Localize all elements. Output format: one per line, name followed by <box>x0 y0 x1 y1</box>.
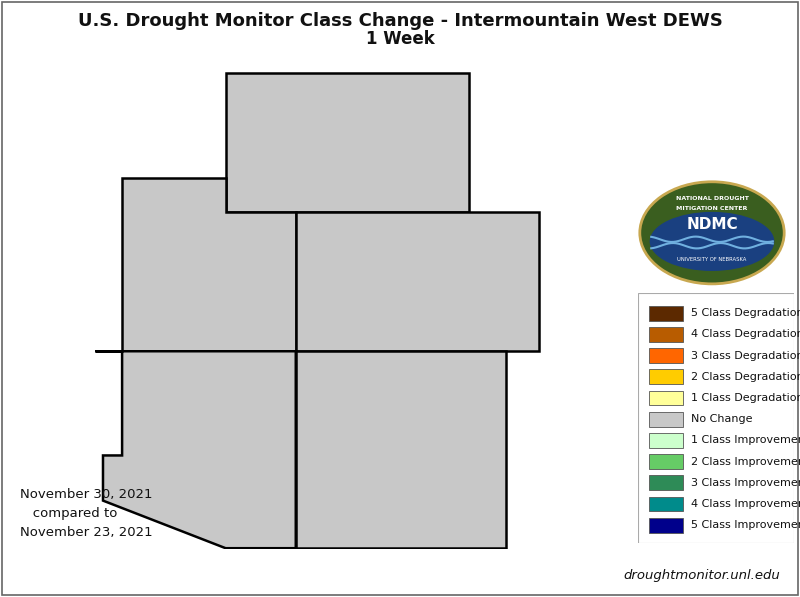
Bar <box>649 370 683 384</box>
Polygon shape <box>95 351 296 548</box>
Text: 1 Class Degradation: 1 Class Degradation <box>690 393 800 403</box>
Bar <box>649 518 683 533</box>
Text: NATIONAL DROUGHT: NATIONAL DROUGHT <box>675 196 749 201</box>
Text: 2 Class Improvement: 2 Class Improvement <box>690 457 800 466</box>
Bar <box>649 306 683 321</box>
Text: 4 Class Improvement: 4 Class Improvement <box>690 499 800 509</box>
Text: 4 Class Degradation: 4 Class Degradation <box>690 330 800 339</box>
Text: droughtmonitor.unl.edu: droughtmonitor.unl.edu <box>623 569 780 582</box>
Text: U.S. Drought Monitor Class Change - Intermountain West DEWS: U.S. Drought Monitor Class Change - Inte… <box>78 12 722 30</box>
Bar <box>649 433 683 448</box>
Text: 5 Class Improvement: 5 Class Improvement <box>690 520 800 530</box>
Polygon shape <box>296 213 539 351</box>
Text: 2 Class Degradation: 2 Class Degradation <box>690 372 800 381</box>
Text: 3 Class Degradation: 3 Class Degradation <box>690 350 800 361</box>
Bar <box>649 412 683 427</box>
Text: November 30, 2021
   compared to
November 23, 2021: November 30, 2021 compared to November 2… <box>20 488 153 539</box>
Ellipse shape <box>640 182 784 284</box>
Bar <box>649 390 683 405</box>
Bar <box>649 497 683 512</box>
Text: 5 Class Degradation: 5 Class Degradation <box>690 308 800 318</box>
Text: UNIVERSITY OF NEBRASKA: UNIVERSITY OF NEBRASKA <box>678 257 746 262</box>
Text: MITIGATION CENTER: MITIGATION CENTER <box>676 205 748 211</box>
Text: 3 Class Improvement: 3 Class Improvement <box>690 478 800 488</box>
Polygon shape <box>296 351 506 548</box>
Text: NDMC: NDMC <box>686 217 738 232</box>
Text: 1 Class Improvement: 1 Class Improvement <box>690 435 800 445</box>
Polygon shape <box>122 177 296 351</box>
Ellipse shape <box>650 212 774 271</box>
Bar <box>649 348 683 363</box>
Bar <box>649 327 683 341</box>
Polygon shape <box>226 73 470 213</box>
Bar <box>649 475 683 490</box>
Text: No Change: No Change <box>690 414 752 424</box>
Bar <box>649 454 683 469</box>
Text: 1 Week: 1 Week <box>366 30 434 48</box>
